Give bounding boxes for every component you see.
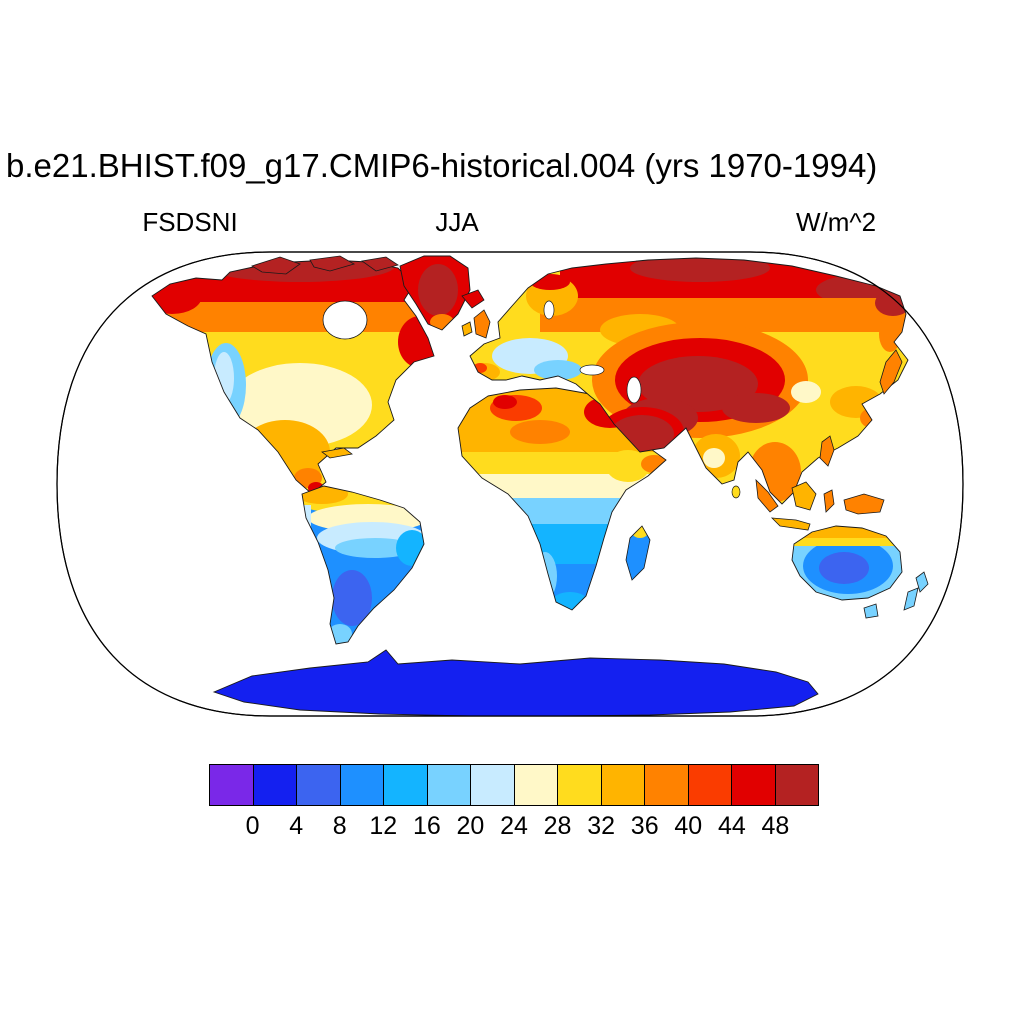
great-britain xyxy=(473,309,491,339)
contour-patch xyxy=(510,420,570,444)
colorbar-tick-label: 28 xyxy=(543,812,572,840)
contour-patch xyxy=(630,258,770,282)
colorbar-segment xyxy=(731,765,775,805)
arctic-island xyxy=(251,256,301,275)
colorbar-segment xyxy=(210,765,253,805)
units-label: W/m^2 xyxy=(795,207,877,237)
colorbar-tick-label: 40 xyxy=(674,812,703,840)
colorbar-tick-label: 16 xyxy=(412,812,441,840)
colorbar-tick-label: 36 xyxy=(630,812,659,840)
sulawesi xyxy=(823,489,835,513)
colorbar-segment xyxy=(774,765,818,805)
philippines xyxy=(819,435,835,467)
colorbar-segment xyxy=(687,765,731,805)
black-sea xyxy=(579,364,605,376)
baltic-sea xyxy=(543,300,555,320)
contour-patch xyxy=(335,538,415,558)
contour-patch xyxy=(819,552,869,584)
colorbar-segment xyxy=(557,765,601,805)
colorbar-tick-label: 48 xyxy=(761,812,790,840)
java xyxy=(770,517,811,531)
iceland xyxy=(461,289,485,309)
japan xyxy=(879,349,903,395)
new-zealand-south xyxy=(903,587,919,611)
contour-patch xyxy=(782,408,842,448)
variable-label: FSDSNI xyxy=(142,207,238,237)
colorbar-segment xyxy=(339,765,383,805)
new-guinea xyxy=(843,493,885,515)
colorbar-tick-label: 8 xyxy=(332,812,347,840)
colorbar-segment xyxy=(513,765,557,805)
contour-patch xyxy=(792,538,902,546)
contour-patch xyxy=(791,381,821,403)
colorbar-tick-label: 12 xyxy=(369,812,398,840)
contour-patch xyxy=(722,393,790,423)
colorbar-segment xyxy=(644,765,688,805)
new-zealand-north xyxy=(915,571,929,593)
colorbar-tick-label: 32 xyxy=(587,812,616,840)
colorbar-tick-label: 20 xyxy=(456,812,485,840)
hudson-bay xyxy=(322,300,368,340)
contour-patch xyxy=(703,448,725,468)
colorbar-segment xyxy=(426,765,470,805)
colorbar-segment xyxy=(470,765,514,805)
colorbar-tick-label: 24 xyxy=(500,812,528,840)
contour-patch xyxy=(638,356,758,412)
colorbar-segment xyxy=(296,765,340,805)
arctic-island xyxy=(309,255,356,272)
contour-patch xyxy=(332,570,372,626)
contour-patch xyxy=(606,450,650,482)
cuba xyxy=(321,447,353,459)
borneo xyxy=(791,481,817,511)
sri-lanka xyxy=(731,485,741,499)
colorbar-segment xyxy=(383,765,427,805)
colorbar-tick-label: 4 xyxy=(289,812,304,840)
colorbar-tick-label: 44 xyxy=(717,812,746,840)
contour-patch xyxy=(205,260,395,282)
colorbar-segment xyxy=(600,765,644,805)
sumatra xyxy=(755,478,779,513)
contour-patch xyxy=(493,395,517,409)
colorbar-segment xyxy=(252,765,296,805)
colorbar-tick-label: 0 xyxy=(245,812,260,840)
plot-title: b.e21.BHIST.f09_g17.CMIP6-historical.004… xyxy=(6,147,878,184)
ireland xyxy=(461,321,473,337)
caspian-sea xyxy=(626,376,642,404)
tasmania xyxy=(863,603,879,619)
contour-patch xyxy=(534,360,582,380)
colorbar-ticks: 0 4 8 12 16 20 24 28 32 36 40 44 48 xyxy=(209,812,819,844)
contour-patch xyxy=(152,302,434,332)
contour-patch xyxy=(418,264,458,316)
season-label: JJA xyxy=(435,207,479,237)
colorbar xyxy=(209,764,819,806)
arctic-island xyxy=(360,256,399,272)
